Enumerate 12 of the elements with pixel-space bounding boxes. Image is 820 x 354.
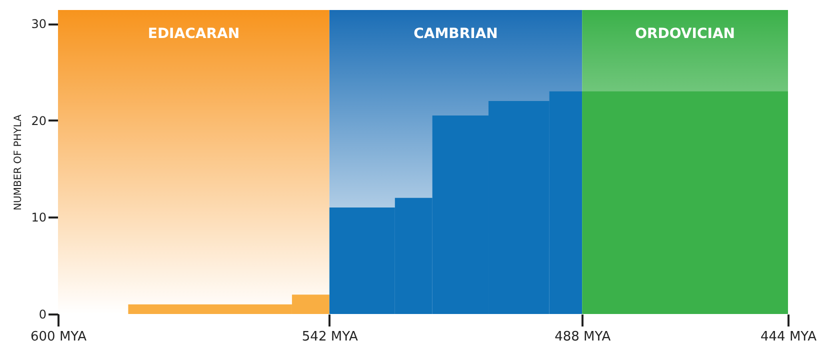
y-tick-label: 30 (31, 17, 46, 32)
band-label: EDIACARAN (148, 26, 240, 42)
band-label: ORDOVICIAN (635, 26, 736, 42)
x-tick-label: 542 MYA (302, 330, 358, 344)
x-tick-label: 600 MYA (30, 330, 87, 344)
y-tick-label: 0 (38, 308, 46, 322)
x-tick-label: 488 MYA (554, 330, 611, 344)
y-axis-title: NUMBER OF PHYLA (13, 114, 24, 210)
y-tick-label: 20 (31, 114, 46, 128)
y-tick-label: 10 (31, 210, 46, 225)
x-tick-label: 444 MYA (760, 330, 817, 344)
band-label: CAMBRIAN (414, 26, 498, 42)
